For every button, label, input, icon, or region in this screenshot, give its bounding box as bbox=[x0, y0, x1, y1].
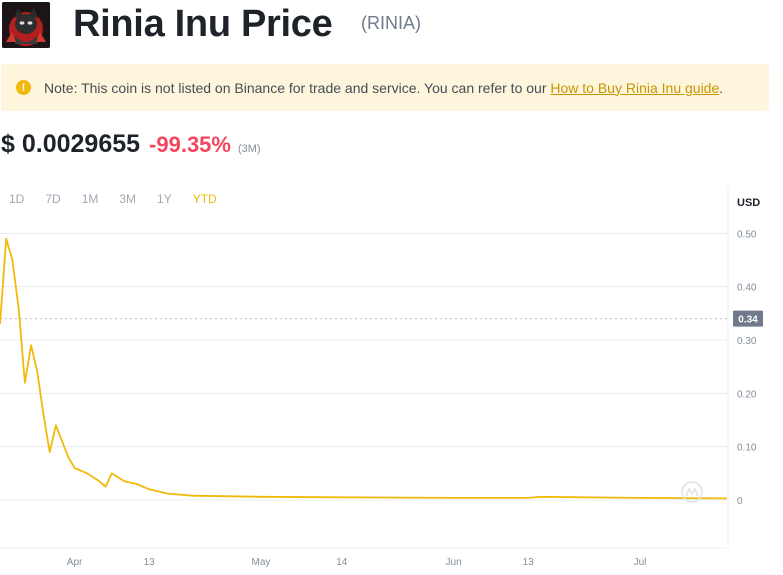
x-tick-label: Jul bbox=[634, 557, 647, 568]
price-change-percent: -99.35% bbox=[149, 132, 231, 157]
price-line bbox=[0, 237, 728, 500]
page-title: Rinia Inu Price bbox=[73, 3, 333, 45]
y-tick-label: 0.40 bbox=[737, 283, 757, 294]
x-tick-label: May bbox=[252, 557, 271, 568]
crosshair-value: 0.34 bbox=[738, 315, 758, 326]
y-tick-label: 0.50 bbox=[737, 229, 757, 240]
not-listed-notice: ! Note: This coin is not listed on Binan… bbox=[1, 64, 769, 111]
tab-ytd[interactable]: YTD bbox=[192, 192, 217, 206]
price-chart[interactable]: USD 0.50 0.40 0.30 0.20 0.10 0 Apr 13 May 14 Jun 13 J… bbox=[0, 186, 783, 575]
tab-3m[interactable]: 3M bbox=[119, 192, 137, 206]
tab-1d[interactable]: 1D bbox=[9, 192, 25, 206]
rinia-logo-icon bbox=[2, 2, 50, 48]
x-tick-label: Jun bbox=[446, 557, 462, 568]
how-to-buy-guide-link[interactable]: How to Buy Rinia Inu guide bbox=[550, 79, 720, 96]
notice-suffix: . bbox=[719, 79, 724, 96]
coin-symbol: (RINIA) bbox=[361, 13, 421, 33]
x-tick-label: 13 bbox=[144, 557, 156, 568]
notice-message: Note: This coin is not listed on Binance… bbox=[44, 79, 551, 96]
x-tick-label: 13 bbox=[523, 557, 535, 568]
coinmarketcap-icon bbox=[681, 481, 703, 503]
notice-text: Note: This coin is not listed on Binance… bbox=[44, 80, 723, 96]
tab-1y[interactable]: 1Y bbox=[157, 192, 172, 206]
time-range-tabs: 1D 7D 1M 3M 1Y YTD bbox=[9, 192, 238, 206]
current-price: $ 0.0029655 bbox=[1, 130, 141, 158]
y-tick-label: 0 bbox=[737, 496, 743, 507]
x-tick-label: 14 bbox=[336, 557, 348, 568]
y-tick-label: 0.10 bbox=[737, 443, 757, 454]
tab-7d[interactable]: 7D bbox=[45, 192, 61, 206]
y-tick-label: 0.30 bbox=[737, 336, 757, 347]
tab-1m[interactable]: 1M bbox=[81, 192, 99, 206]
y-axis-label: USD bbox=[737, 197, 760, 209]
price-summary: $ 0.0029655 -99.35% (3M) bbox=[1, 130, 261, 159]
crosshair-badge bbox=[733, 310, 763, 327]
change-period: (3M) bbox=[237, 143, 261, 155]
y-tick-label: 0.20 bbox=[737, 389, 757, 400]
x-tick-label: Apr bbox=[67, 557, 83, 568]
warning-icon: ! bbox=[16, 80, 31, 95]
